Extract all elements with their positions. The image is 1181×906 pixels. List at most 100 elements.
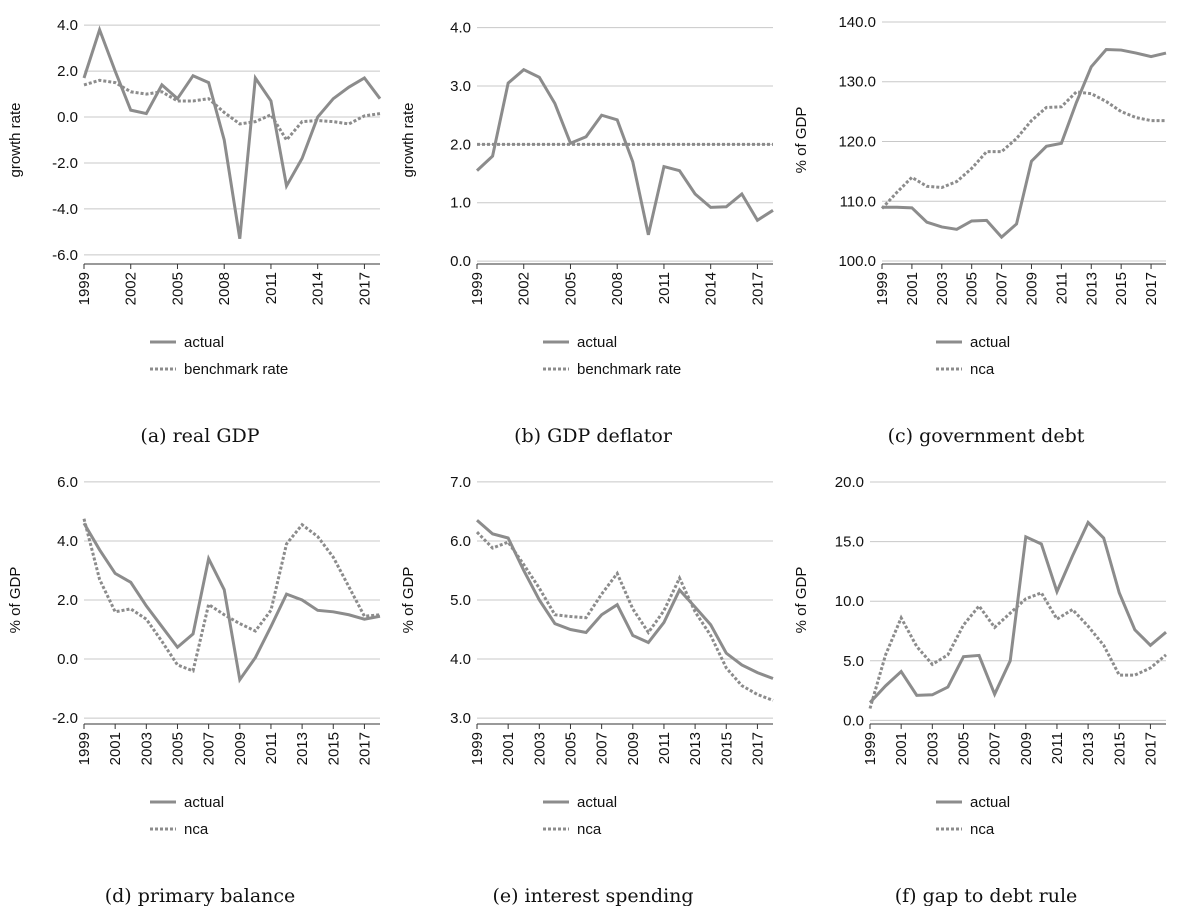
x-tick-label: 2013: [1083, 272, 1100, 305]
x-tick-label: 2007: [201, 732, 218, 765]
y-tick-label: 120.0: [838, 133, 876, 150]
series-line: [868, 590, 1167, 709]
y-tick-label: 6.0: [57, 474, 78, 491]
x-tick-label: 2017: [1142, 732, 1159, 765]
x-tick-label: 2007: [994, 272, 1011, 305]
x-tick-label: 2003: [138, 732, 155, 765]
legend-label: actual: [184, 334, 224, 351]
panel: -2.0 0.0 2.0 4.0 6.0 1999 2001 2003 2005 2007 2009…: [7, 474, 381, 906]
x-tick-label: 2013: [687, 732, 704, 765]
x-tick-label: 2001: [500, 732, 517, 765]
series-line: [880, 90, 1166, 210]
x-tick-label: 2015: [1111, 732, 1128, 765]
y-tick-label: 5.0: [843, 653, 864, 670]
caption: (e) interest spending: [492, 885, 693, 906]
legend-label: nca: [184, 821, 209, 838]
legend-label: nca: [577, 821, 602, 838]
caption: (f) gap to debt rule: [895, 885, 1078, 906]
x-tick-label: 2001: [107, 732, 124, 765]
x-tick-label: 2008: [609, 272, 626, 305]
y-tick-label: 15.0: [835, 534, 864, 551]
series-line: [868, 519, 1167, 704]
panel: 3.0 4.0 5.0 6.0 7.0 1999 2001 2003 2005 2007 2009 2…: [400, 474, 774, 906]
y-tick-label: 1.0: [450, 195, 471, 212]
y-axis-label: % of GDP: [793, 567, 810, 634]
y-tick-label: 0.0: [57, 109, 78, 126]
series-line: [476, 519, 774, 680]
legend-label: actual: [970, 334, 1010, 351]
x-tick-label: 2011: [1049, 732, 1066, 764]
y-tick-label: 6.0: [450, 533, 471, 550]
legend-label: actual: [970, 794, 1010, 811]
x-tick-label: 2009: [1018, 732, 1035, 765]
x-tick-label: 2001: [893, 732, 910, 765]
y-tick-label: 4.0: [57, 533, 78, 550]
caption: (d) primary balance: [105, 885, 296, 906]
x-tick-label: 2007: [987, 732, 1004, 765]
x-tick-label: 1999: [862, 732, 879, 765]
x-tick-label: 2013: [294, 732, 311, 765]
x-tick-label: 2005: [562, 272, 579, 305]
y-axis-label: % of GDP: [400, 567, 417, 634]
caption: (a) real GDP: [140, 425, 259, 447]
x-tick-label: 1999: [76, 272, 93, 305]
legend-label: nca: [970, 361, 995, 378]
x-tick-label: 2002: [516, 272, 533, 305]
panel: -6.0 -4.0 -2.0 0.0 2.0 4.0 1999 2002 2005 2008 201…: [7, 17, 382, 447]
y-axis-label: % of GDP: [793, 107, 810, 174]
x-tick-label: 2005: [169, 272, 186, 305]
x-tick-label: 1999: [874, 272, 891, 305]
y-tick-label: 20.0: [835, 474, 864, 491]
series-line: [83, 78, 381, 143]
series-line: [475, 531, 774, 702]
y-tick-label: 2.0: [57, 63, 78, 80]
x-tick-label: 2005: [562, 732, 579, 765]
x-tick-label: 2011: [263, 732, 280, 764]
x-tick-label: 2001: [904, 272, 921, 305]
x-tick-label: 2017: [749, 732, 766, 765]
legend-label: benchmark rate: [577, 361, 681, 378]
y-tick-label: 2.0: [450, 136, 471, 153]
x-tick-label: 2014: [703, 272, 720, 305]
legend-label: actual: [577, 334, 617, 351]
x-tick-label: 2008: [216, 272, 233, 305]
x-tick-label: 2003: [924, 732, 941, 765]
legend-label: actual: [577, 794, 617, 811]
y-tick-label: 4.0: [450, 20, 471, 37]
y-tick-label: 7.0: [450, 474, 471, 491]
y-axis-label: growth rate: [7, 102, 24, 177]
panel: 0.0 5.0 10.0 15.0 20.0 1999 2001 2003 2005 2007 20…: [793, 474, 1167, 906]
y-axis-label: growth rate: [400, 102, 417, 177]
y-tick-label: 140.0: [838, 14, 876, 31]
y-tick-label: 5.0: [450, 592, 471, 609]
x-tick-label: 2009: [1023, 272, 1040, 305]
y-tick-label: 4.0: [57, 17, 78, 34]
x-tick-label: 2017: [356, 272, 373, 305]
x-tick-label: 2011: [263, 272, 280, 304]
y-tick-label: 4.0: [450, 651, 471, 668]
y-tick-label: 0.0: [450, 253, 471, 270]
x-tick-label: 2011: [1053, 272, 1070, 304]
y-tick-label: 0.0: [843, 712, 864, 729]
series-line: [882, 47, 1167, 240]
series-line: [82, 25, 382, 239]
legend-label: actual: [184, 794, 224, 811]
y-tick-label: -6.0: [52, 247, 78, 264]
x-tick-label: 2017: [749, 272, 766, 305]
x-tick-label: 2009: [232, 732, 249, 765]
y-tick-label: 110.0: [840, 193, 876, 210]
y-tick-label: 3.0: [450, 78, 471, 95]
x-tick-label: 2017: [1143, 272, 1160, 305]
x-tick-label: 2015: [325, 732, 342, 765]
x-tick-label: 2007: [594, 732, 611, 765]
y-axis-label: % of GDP: [7, 567, 24, 634]
x-tick-label: 2009: [625, 732, 642, 765]
x-tick-label: 2002: [123, 272, 140, 305]
panel: 100.0 110.0 120.0 130.0 140.0 1999 2001 2003 200…: [793, 14, 1167, 447]
y-tick-label: -4.0: [52, 201, 78, 218]
x-tick-label: 2013: [1080, 732, 1097, 765]
caption: (c) government debt: [888, 425, 1085, 447]
caption: (b) GDP deflator: [514, 425, 673, 447]
x-tick-label: 2003: [531, 732, 548, 765]
